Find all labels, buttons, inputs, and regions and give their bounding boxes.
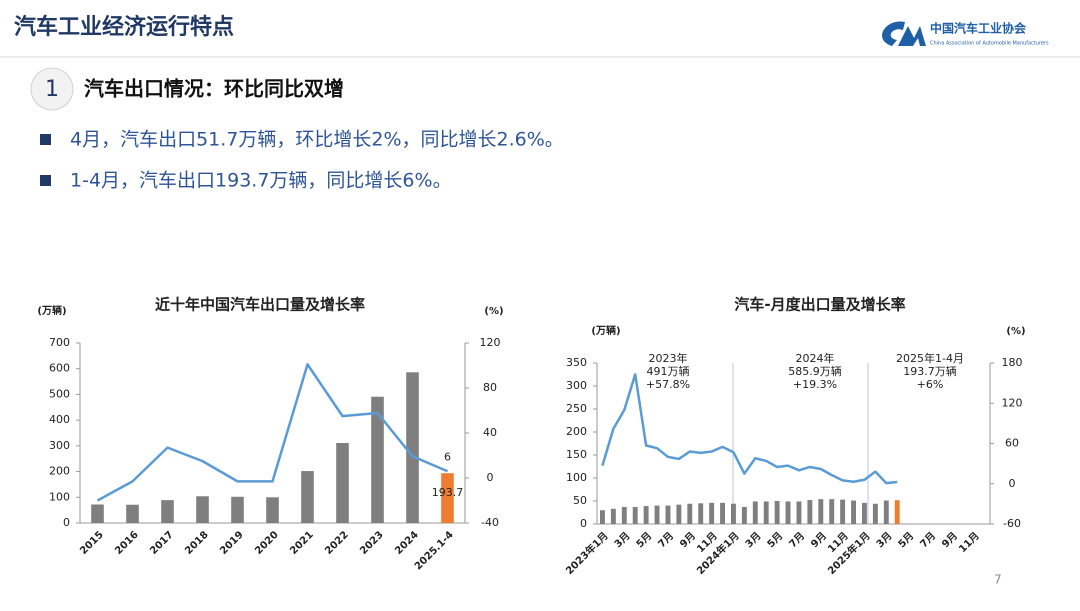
section-number: 1 [45,77,59,102]
annotation: +19.3% [793,378,837,391]
y-tick-label: 300 [566,379,587,392]
bar [752,501,758,524]
y-tick-label: 100 [49,490,70,503]
y-tick-label: 350 [566,356,587,369]
y-tick-label: 0 [63,516,70,529]
bar [161,500,174,523]
bar [763,501,769,524]
annotation: 2025年1-4月 [896,351,964,365]
bar [643,506,649,524]
y-tick-label: 50 [573,494,587,507]
bar [731,503,736,524]
bar [231,496,244,523]
bar [654,505,660,524]
y2-tick-label: 180 [1002,356,1023,369]
logo-subtext: China Association of Automobile Manufact… [930,41,1049,47]
y2-tick-label: 0 [487,471,494,484]
y-tick-label: 500 [49,387,70,400]
bullet-marker [40,175,51,186]
y2-axis-unit: (%) [1006,326,1025,337]
bar [818,499,824,524]
chart-title: 近十年中国汽车出口量及增长率 [155,296,365,314]
page-number: 7 [994,573,1002,587]
annotation: 193.7万辆 [903,364,957,378]
bar [301,471,314,523]
y2-tick-label: -40 [481,516,499,529]
bar [741,506,747,524]
annotation: 491万辆 [647,364,690,378]
y-tick-label: 300 [49,439,70,452]
bar [872,503,878,524]
y-tick-label: 0 [580,517,587,530]
bar [91,504,104,523]
annotation: 2023年 [649,351,688,365]
y2-tick-label: 80 [483,381,497,394]
bar [807,500,813,524]
y2-tick-label: -60 [1003,517,1021,530]
section-heading: 汽车出口情况：环比同比双增 [84,77,344,101]
bar [610,508,616,524]
y-tick-label: 200 [49,465,70,478]
y-tick-label: 250 [566,402,587,415]
bar [196,496,209,523]
bar [126,504,139,523]
bar [862,502,867,524]
bar [371,396,384,523]
y2-tick-label: 0 [1009,477,1016,490]
bar [796,501,802,524]
bar [840,499,846,524]
y2-tick-label: 120 [1002,396,1023,409]
bar [894,500,900,524]
bar [774,501,780,524]
bar [266,497,279,523]
y-tick-label: 150 [566,448,587,461]
data-label: 6 [444,450,451,463]
bar [720,502,725,524]
y2-tick-label: 60 [1005,437,1019,450]
y-tick-label: 400 [49,413,70,426]
y-tick-label: 200 [566,425,587,438]
bar [632,506,638,524]
bar [829,499,835,524]
data-label: 193.7 [432,486,464,499]
logo-mark [882,21,926,46]
line [96,363,448,502]
chart-title: 汽车-月度出口量及增长率 [734,296,905,314]
bar [441,473,454,523]
y2-tick-label: 120 [480,336,501,349]
y2-tick-label: 40 [483,426,497,439]
y2-axis-unit: (%) [484,306,503,317]
bar [676,504,682,524]
y-axis-unit: (万辆) [591,324,620,337]
bar [687,503,693,524]
annotation: +6% [917,378,944,391]
bar [600,510,605,524]
bar [336,443,349,523]
annotation: 585.9万辆 [788,364,842,378]
y-axis-unit: (万辆) [37,304,66,317]
bar [851,500,856,524]
bar [709,502,715,524]
bar [698,503,704,524]
y-tick-label: 600 [49,362,70,375]
bullet-marker [40,134,51,145]
y-tick-label: 700 [49,336,70,349]
annotation: +57.8% [646,378,690,391]
bar [785,501,791,524]
annotation: 2024年 [796,351,835,365]
bar [665,505,671,524]
y-tick-label: 100 [566,471,587,484]
bullet-text: 1-4月，汽车出口193.7万辆，同比增长6%。 [70,170,452,192]
bar [883,500,889,524]
line [601,373,898,485]
section-badge [30,67,74,111]
bar [406,372,419,523]
bar [621,506,627,524]
logo-text: 中国汽车工业协会 [930,21,1027,36]
bullet-text: 4月，汽车出口51.7万辆，环比增长2%，同比增长2.6%。 [70,129,564,151]
header-title: 汽车工业经济运行特点 [14,14,234,40]
